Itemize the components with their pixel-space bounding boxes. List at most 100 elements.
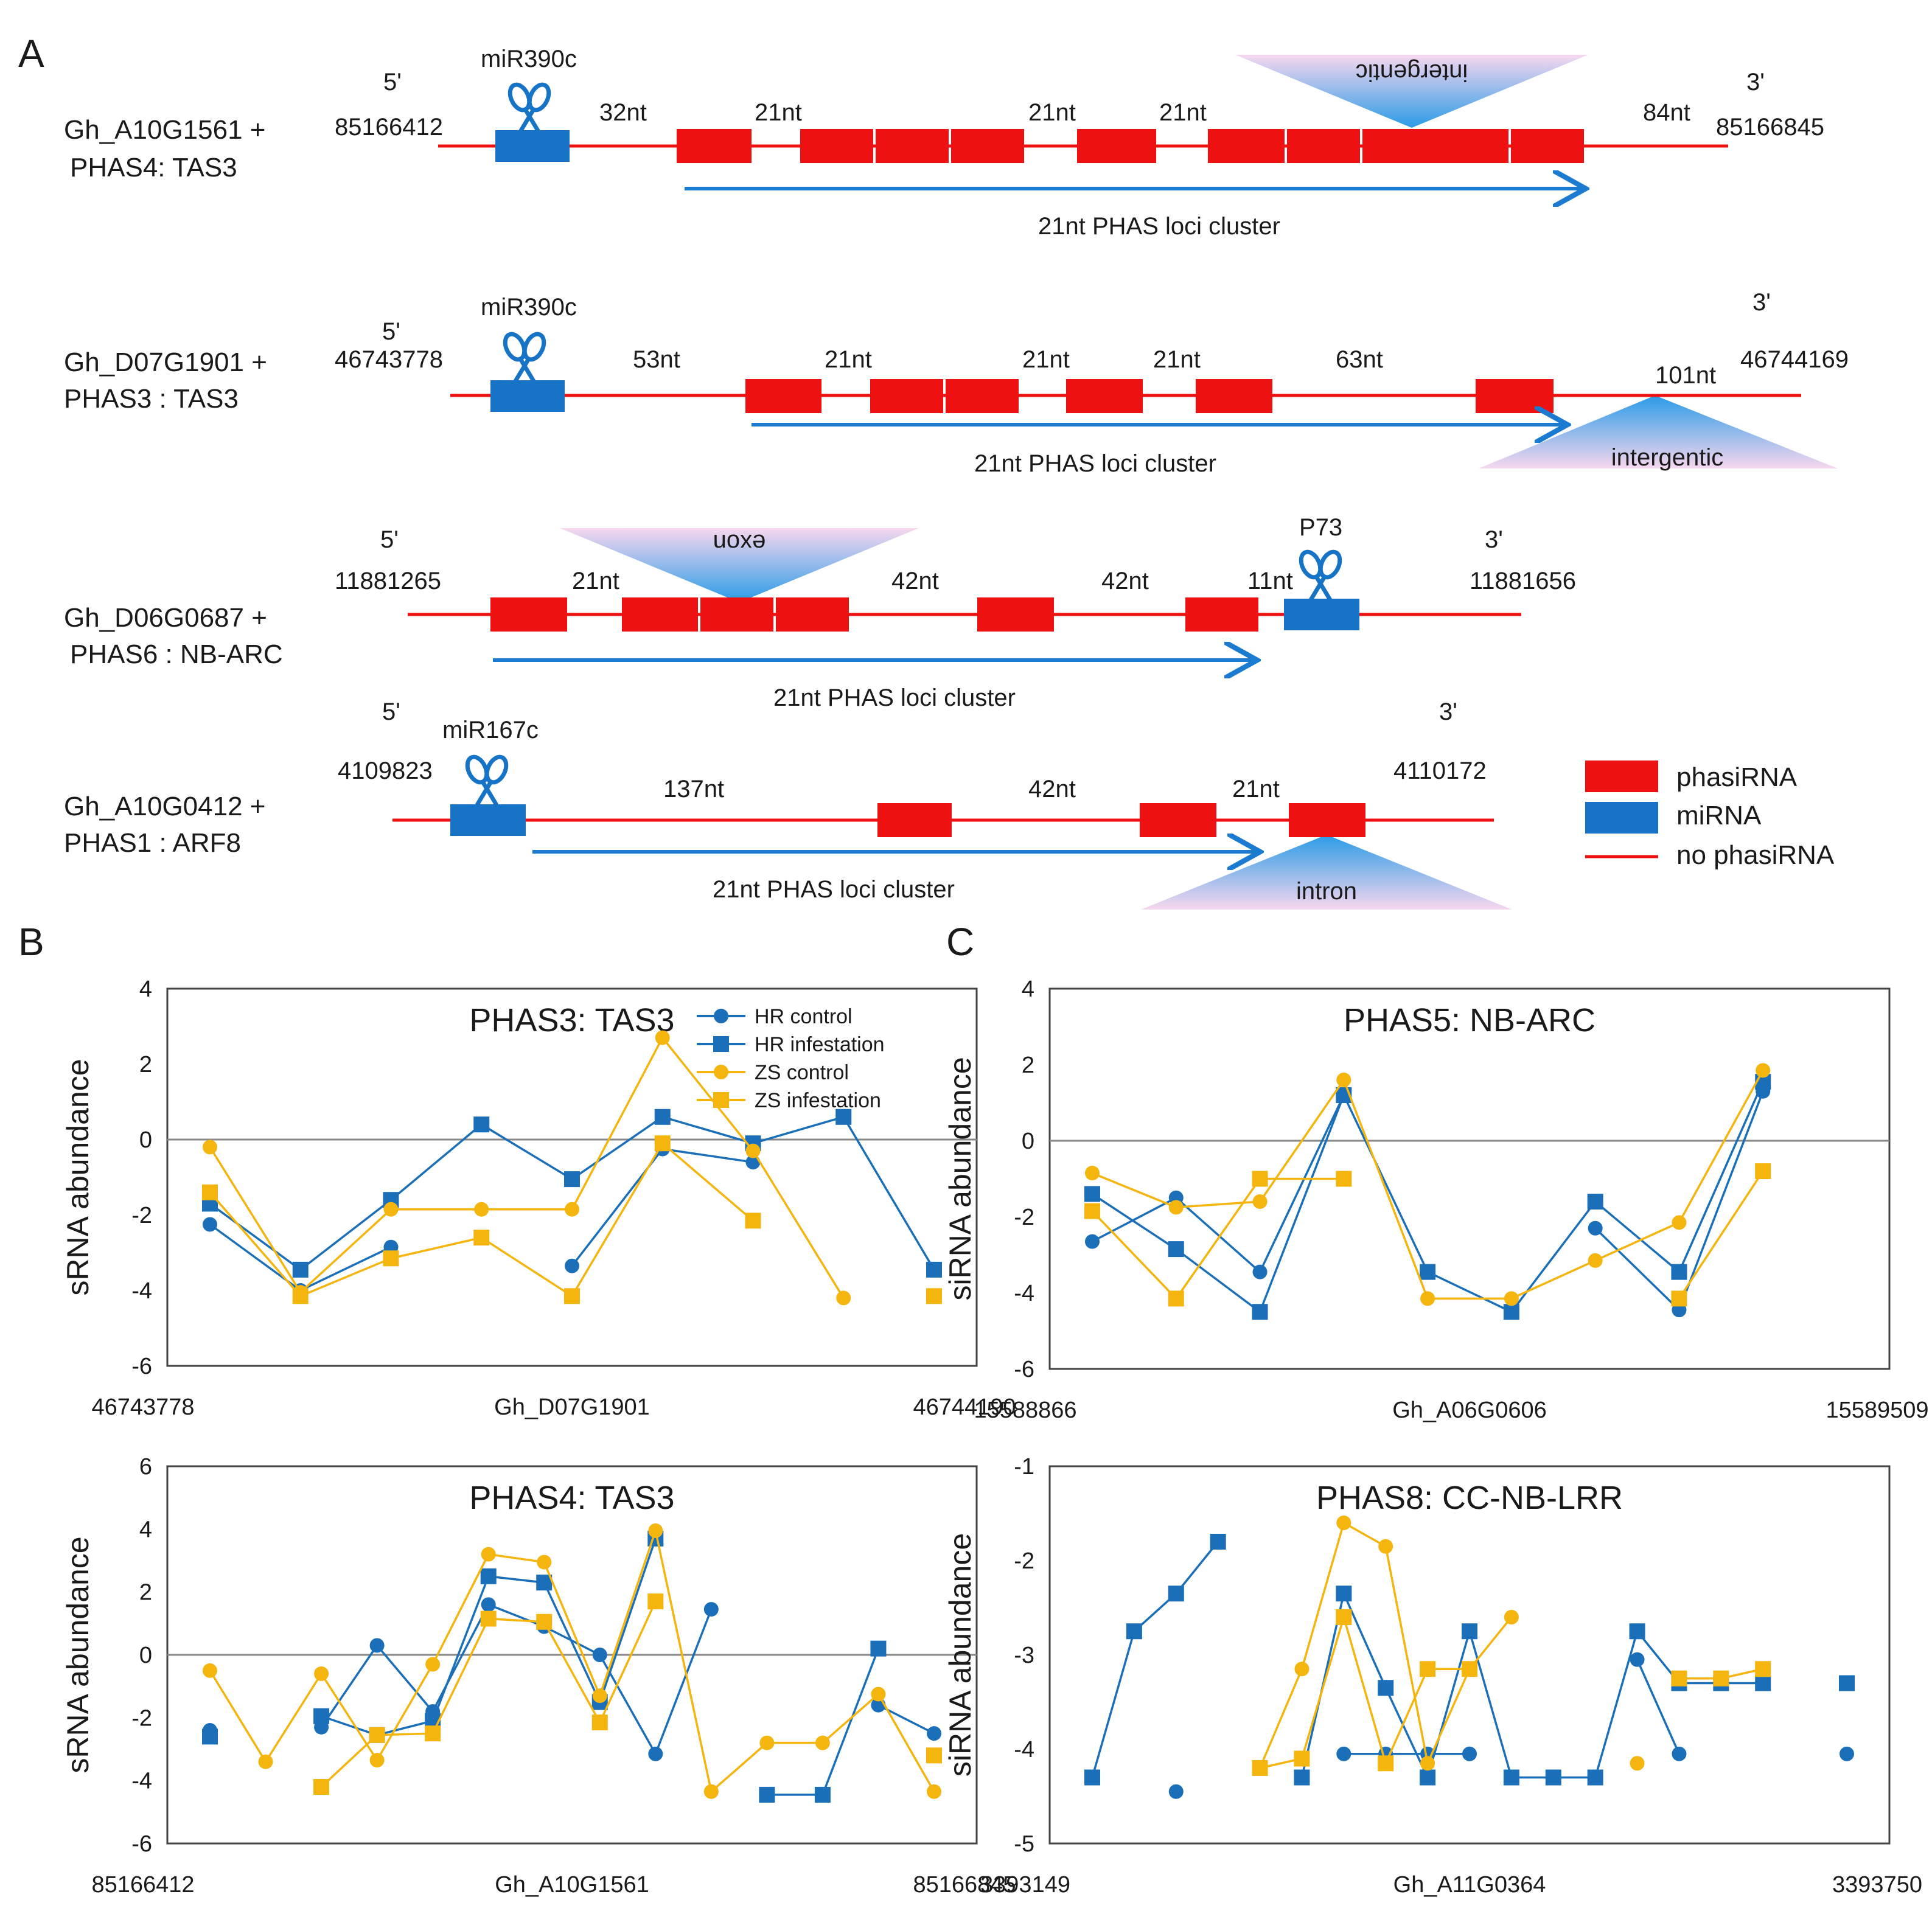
data-point bbox=[1252, 1264, 1268, 1279]
series-zs-infestation bbox=[202, 1135, 942, 1304]
legend-swatch-mirna bbox=[1585, 802, 1658, 834]
spacer-label: 21nt bbox=[755, 99, 802, 126]
data-point bbox=[202, 1184, 218, 1200]
spacer-label: 21nt bbox=[1232, 776, 1280, 802]
mirna-label: miR167c bbox=[442, 717, 539, 743]
legend-label-no-phasirna: no phasiRNA bbox=[1676, 840, 1835, 870]
three-prime-label: 3' bbox=[1746, 69, 1765, 96]
end-coordinate: 85166845 bbox=[1716, 114, 1824, 141]
data-point bbox=[1588, 1253, 1603, 1268]
spacer-label: 84nt bbox=[1643, 99, 1690, 126]
chart-phas5-nb-arc: -6 -4 -2 0 2 4 siRNA abundance PHAS5: NB-ARC 155… bbox=[943, 976, 1929, 1423]
data-point bbox=[1294, 1662, 1310, 1677]
data-point bbox=[203, 1217, 217, 1232]
series-zs-infestation bbox=[1252, 1609, 1771, 1776]
end-coordinate: 46744169 bbox=[1740, 346, 1849, 373]
spacer-label: 21nt bbox=[825, 346, 872, 373]
region-label: intergentic bbox=[1356, 59, 1468, 86]
mirna-site bbox=[1284, 599, 1359, 630]
data-point bbox=[592, 1648, 607, 1662]
data-point bbox=[314, 1666, 329, 1681]
spacer-label: 42nt bbox=[1028, 776, 1076, 802]
data-point bbox=[258, 1754, 273, 1769]
data-point bbox=[655, 1030, 670, 1045]
series-hr-infestation bbox=[1084, 1074, 1771, 1320]
data-point bbox=[313, 1708, 330, 1724]
data-point bbox=[292, 1288, 309, 1304]
phasirna-blocks bbox=[490, 597, 1258, 632]
data-point bbox=[292, 1261, 309, 1278]
y-axis-label: siRNA abundance bbox=[943, 1057, 977, 1300]
data-point bbox=[565, 1202, 579, 1217]
panel-label-a: A bbox=[18, 32, 44, 75]
spacer-label: 11nt bbox=[1247, 568, 1293, 594]
mirna-site bbox=[495, 130, 570, 162]
scissors-icon bbox=[506, 82, 553, 133]
data-point bbox=[1084, 1769, 1100, 1786]
series-zs-control bbox=[1085, 1063, 1771, 1306]
legend-label-phasirna: phasiRNA bbox=[1676, 762, 1798, 792]
x-start-label: 85166412 bbox=[91, 1872, 194, 1898]
data-point bbox=[565, 1258, 579, 1273]
five-prime-label: 5' bbox=[383, 69, 402, 96]
data-point bbox=[1755, 1163, 1771, 1179]
data-point bbox=[1420, 1756, 1435, 1771]
data-point bbox=[654, 1135, 671, 1152]
legend-marker bbox=[713, 1092, 729, 1108]
data-point bbox=[1671, 1290, 1687, 1307]
data-point bbox=[1168, 1200, 1184, 1215]
spacer-label: 21nt bbox=[1022, 346, 1070, 373]
data-point bbox=[202, 1728, 218, 1745]
data-point bbox=[648, 1746, 663, 1761]
y-tick-label: 0 bbox=[139, 1127, 152, 1153]
legend-marker bbox=[714, 1065, 728, 1079]
end-coordinate: 4110172 bbox=[1393, 757, 1487, 784]
x-axis-label: Gh_D07G1901 bbox=[494, 1394, 650, 1420]
gene-id: Gh_D07G1901 + bbox=[64, 347, 267, 377]
spacer-label: 21nt bbox=[572, 568, 619, 594]
locus-phas1-arf8: intron 5' 4109823 miR167c 137nt 42nt 21n… bbox=[64, 698, 1512, 910]
legend-label-mirna: miRNA bbox=[1676, 801, 1762, 830]
data-point bbox=[480, 1568, 497, 1584]
data-point bbox=[473, 1116, 490, 1133]
x-end-label: 46744190 bbox=[913, 1394, 1016, 1420]
data-point bbox=[1420, 1264, 1436, 1280]
data-point bbox=[1294, 1769, 1310, 1786]
data-point bbox=[1755, 1675, 1771, 1691]
data-point bbox=[648, 1523, 663, 1538]
y-tick-label: -4 bbox=[131, 1769, 152, 1794]
exon-region-marker bbox=[560, 528, 919, 602]
data-point bbox=[1336, 1609, 1352, 1625]
data-point bbox=[1588, 1220, 1603, 1236]
chart-title: PHAS5: NB-ARC bbox=[1344, 1002, 1595, 1039]
data-point bbox=[759, 1735, 775, 1750]
data-point bbox=[1462, 1661, 1477, 1677]
series-hr-infestation bbox=[202, 1109, 942, 1278]
plot-frame bbox=[1048, 1465, 1891, 1845]
series-zs-infestation bbox=[313, 1593, 942, 1795]
data-point bbox=[1168, 1290, 1184, 1307]
legend-label: ZS infestation bbox=[755, 1089, 881, 1112]
series-zs-control bbox=[203, 1523, 941, 1799]
data-point bbox=[926, 1261, 942, 1278]
series-zs-infestation bbox=[1084, 1163, 1771, 1307]
data-point bbox=[564, 1288, 580, 1304]
data-point bbox=[1462, 1746, 1477, 1761]
data-point bbox=[203, 1663, 217, 1678]
data-point bbox=[1504, 1610, 1519, 1624]
data-point bbox=[1504, 1291, 1519, 1306]
data-point bbox=[1085, 1166, 1100, 1181]
series-line bbox=[1678, 1171, 1764, 1300]
locus-phas4-tas3: intergentic 5' 5' 85166412 miR390c 32nt … bbox=[64, 46, 1824, 240]
y-tick-label: -6 bbox=[131, 1831, 152, 1857]
data-point bbox=[1755, 1661, 1771, 1677]
y-tick-label: 6 bbox=[139, 1454, 152, 1480]
data-point bbox=[815, 1735, 830, 1750]
start-coordinate: 4109823 bbox=[338, 757, 433, 784]
start-coordinate: 85166412 bbox=[335, 114, 443, 141]
series-line bbox=[1636, 1659, 1681, 1755]
data-point bbox=[425, 1725, 441, 1742]
data-point bbox=[1378, 1755, 1394, 1772]
y-axis-label: siRNA abundance bbox=[943, 1533, 977, 1777]
